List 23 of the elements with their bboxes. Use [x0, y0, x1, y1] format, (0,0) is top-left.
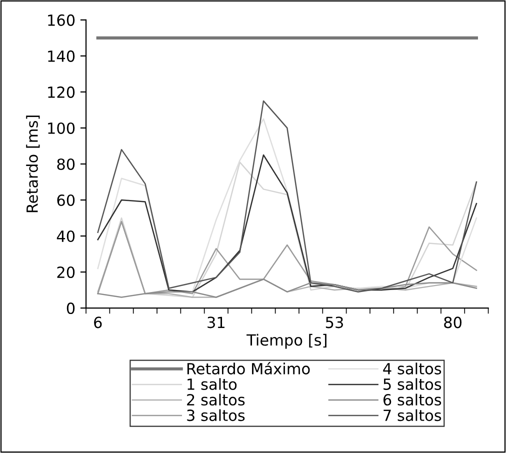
legend-label: 4 saltos: [383, 362, 442, 374]
y-tick-label: 0: [66, 302, 75, 314]
legend-label: 1 salto: [188, 378, 237, 390]
y-tick-label: 80: [57, 158, 75, 170]
y-tick-label: 160: [48, 14, 75, 26]
legend-label: 3 saltos: [187, 409, 245, 422]
legend-label: 6 saltos: [383, 394, 442, 406]
x-axis-title: Tiempo [s]: [246, 334, 326, 349]
legend-label: 5 saltos: [384, 378, 442, 390]
y-tick-label: 60: [57, 194, 75, 206]
x-tick-label: 6: [94, 316, 102, 328]
x-tick-label: 31: [208, 316, 224, 328]
y-tick-label: 120: [48, 86, 75, 98]
legend-label: Retardo Máximo: [187, 362, 310, 374]
x-tick-label: 80: [444, 316, 462, 328]
y-tick-label: 100: [48, 122, 75, 134]
legend-label: 7 saltos: [384, 409, 442, 422]
y-axis-title: Retardo [ms]: [26, 116, 40, 212]
y-tick-label: 140: [48, 50, 75, 62]
y-tick-label: 40: [56, 230, 75, 242]
y-tick-label: 20: [57, 266, 75, 278]
legend-label: 2 saltos: [187, 394, 245, 406]
x-tick-label: 53: [326, 316, 343, 328]
